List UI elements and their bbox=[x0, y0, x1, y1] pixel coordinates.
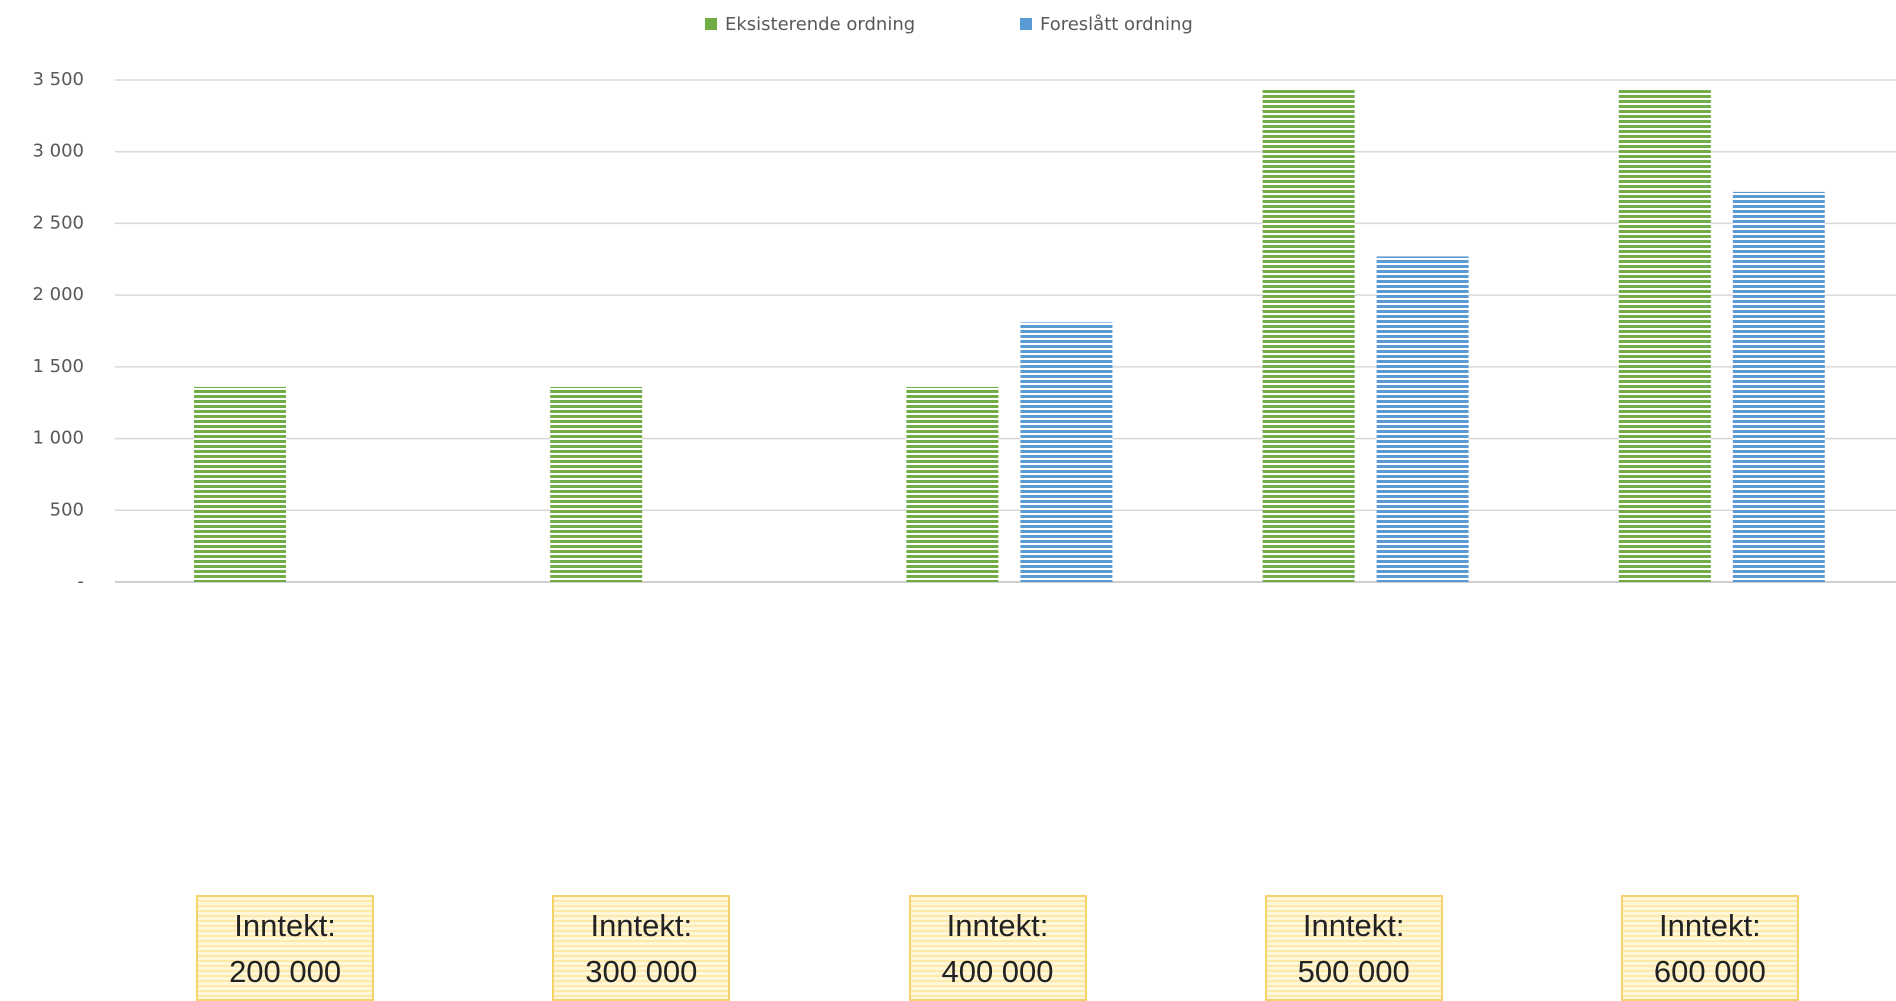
legend-label: Foreslått ordning bbox=[1040, 14, 1193, 35]
category-label: Inntekt: 400 000 bbox=[909, 895, 1087, 1001]
category-label: Inntekt: 200 000 bbox=[196, 895, 374, 1001]
bar bbox=[1263, 90, 1355, 582]
bar bbox=[1377, 256, 1469, 582]
y-tick-label: 1 500 bbox=[32, 356, 84, 377]
bar bbox=[1733, 192, 1825, 582]
y-tick-label: 2 000 bbox=[32, 284, 84, 305]
category-label: Inntekt: 500 000 bbox=[1265, 895, 1443, 1001]
y-tick-label: 2 500 bbox=[32, 212, 84, 233]
y-tick-label: 1 000 bbox=[32, 428, 84, 449]
legend-swatch bbox=[1020, 18, 1032, 30]
y-tick-label: - bbox=[78, 571, 85, 592]
bar bbox=[1020, 322, 1112, 582]
bar bbox=[194, 387, 286, 582]
y-tick-label: 3 500 bbox=[32, 69, 84, 90]
bar bbox=[1619, 90, 1711, 582]
plot: - 500 1 000 1 500 2 000 2 500 3 000 3 500 Eksist… bbox=[0, 0, 1896, 1001]
chart: - 500 1 000 1 500 2 000 2 500 3 000 3 500 Eksist… bbox=[0, 0, 1896, 1001]
y-tick-label: 3 000 bbox=[32, 141, 84, 162]
bar bbox=[906, 387, 998, 582]
legend-swatch bbox=[705, 18, 717, 30]
legend-label: Eksisterende ordning bbox=[725, 14, 915, 35]
bar bbox=[550, 387, 642, 582]
category-label: Inntekt: 300 000 bbox=[552, 895, 730, 1001]
y-tick-label: 500 bbox=[50, 499, 84, 520]
category-label: Inntekt: 600 000 bbox=[1621, 895, 1799, 1001]
